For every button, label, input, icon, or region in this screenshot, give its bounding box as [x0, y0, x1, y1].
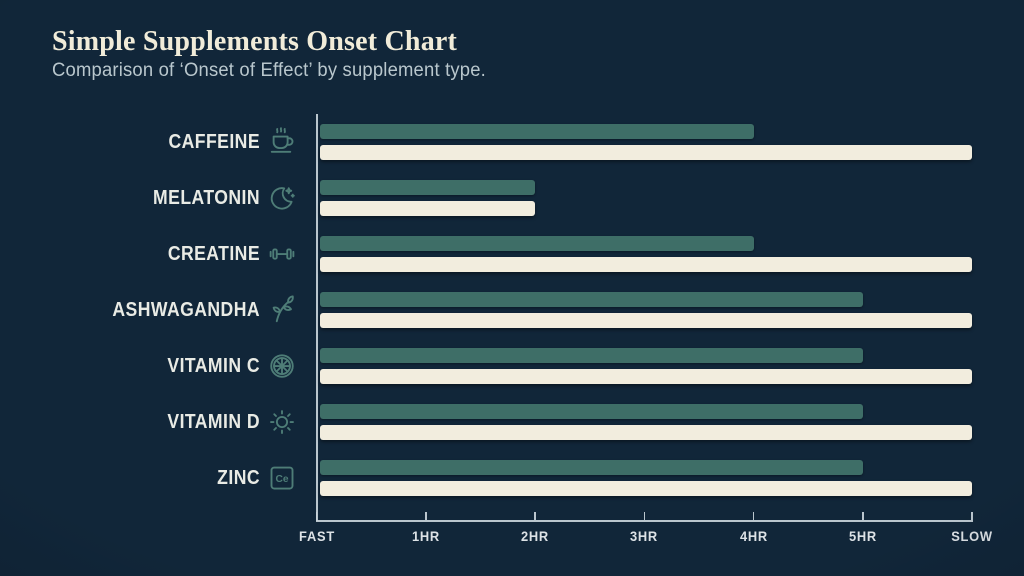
teal-bar-melatonin [320, 180, 535, 195]
axis-tick-label-2hr: 2HR [520, 528, 549, 544]
teal-bar-caffeine [320, 124, 754, 139]
row-label-vitamin-d: VITAMIN D [167, 411, 260, 433]
row-label-creatine: CREATINE [167, 243, 260, 265]
axis-tick-label-5hr: 5HR [848, 528, 877, 544]
coffee-cup-icon [267, 127, 297, 157]
row-label-melatonin: MELATONIN [153, 187, 260, 209]
axis-tick-2hr [534, 512, 536, 520]
axis-tick-5hr [862, 512, 864, 520]
element-tile-icon: Ce [267, 463, 297, 493]
row-label-caffeine: CAFFEINE [168, 131, 260, 153]
cream-bar-melatonin [320, 201, 535, 216]
teal-bar-vitamin-c [320, 348, 863, 363]
cream-bar-zinc [320, 481, 972, 496]
dumbbell-icon [267, 239, 297, 269]
axis-tick-3hr [643, 512, 645, 520]
x-axis-line [316, 520, 973, 522]
axis-tick-label-3hr: 3HR [630, 528, 659, 544]
axis-tick-1hr [425, 512, 427, 520]
axis-tick-4hr [752, 512, 755, 520]
crescent-moon-icon [267, 183, 297, 213]
row-label-ashwagandha: ASHWAGANDHA [112, 299, 260, 321]
cream-bar-caffeine [320, 145, 972, 160]
page-title: Simple Supplements Onset Chart [52, 26, 458, 57]
teal-bar-ashwagandha [320, 292, 863, 307]
citrus-slice-icon [267, 351, 297, 381]
leaf-branch-icon [267, 295, 297, 325]
axis-tick-fast [315, 512, 318, 520]
row-label-vitamin-c: VITAMIN C [167, 355, 260, 377]
axis-tick-label-4hr: 4HR [739, 528, 768, 544]
sun-icon [267, 407, 297, 437]
cream-bar-ashwagandha [320, 313, 972, 328]
axis-tick-slow [971, 512, 973, 520]
axis-tick-label-fast: FAST [298, 528, 335, 544]
cream-bar-creatine [320, 257, 972, 272]
svg-text:Ce: Ce [275, 474, 288, 485]
cream-bar-vitamin-c [320, 369, 972, 384]
teal-bar-zinc [320, 460, 863, 475]
y-axis-line [316, 114, 318, 521]
axis-tick-label-slow: SLOW [951, 528, 993, 544]
axis-tick-label-1hr: 1HR [411, 528, 440, 544]
page-subtitle: Comparison of ‘Onset of Effect’ by suppl… [52, 60, 487, 81]
cream-bar-vitamin-d [320, 425, 972, 440]
teal-bar-vitamin-d [320, 404, 863, 419]
row-label-zinc: ZINC [217, 467, 260, 489]
teal-bar-creatine [320, 236, 754, 251]
